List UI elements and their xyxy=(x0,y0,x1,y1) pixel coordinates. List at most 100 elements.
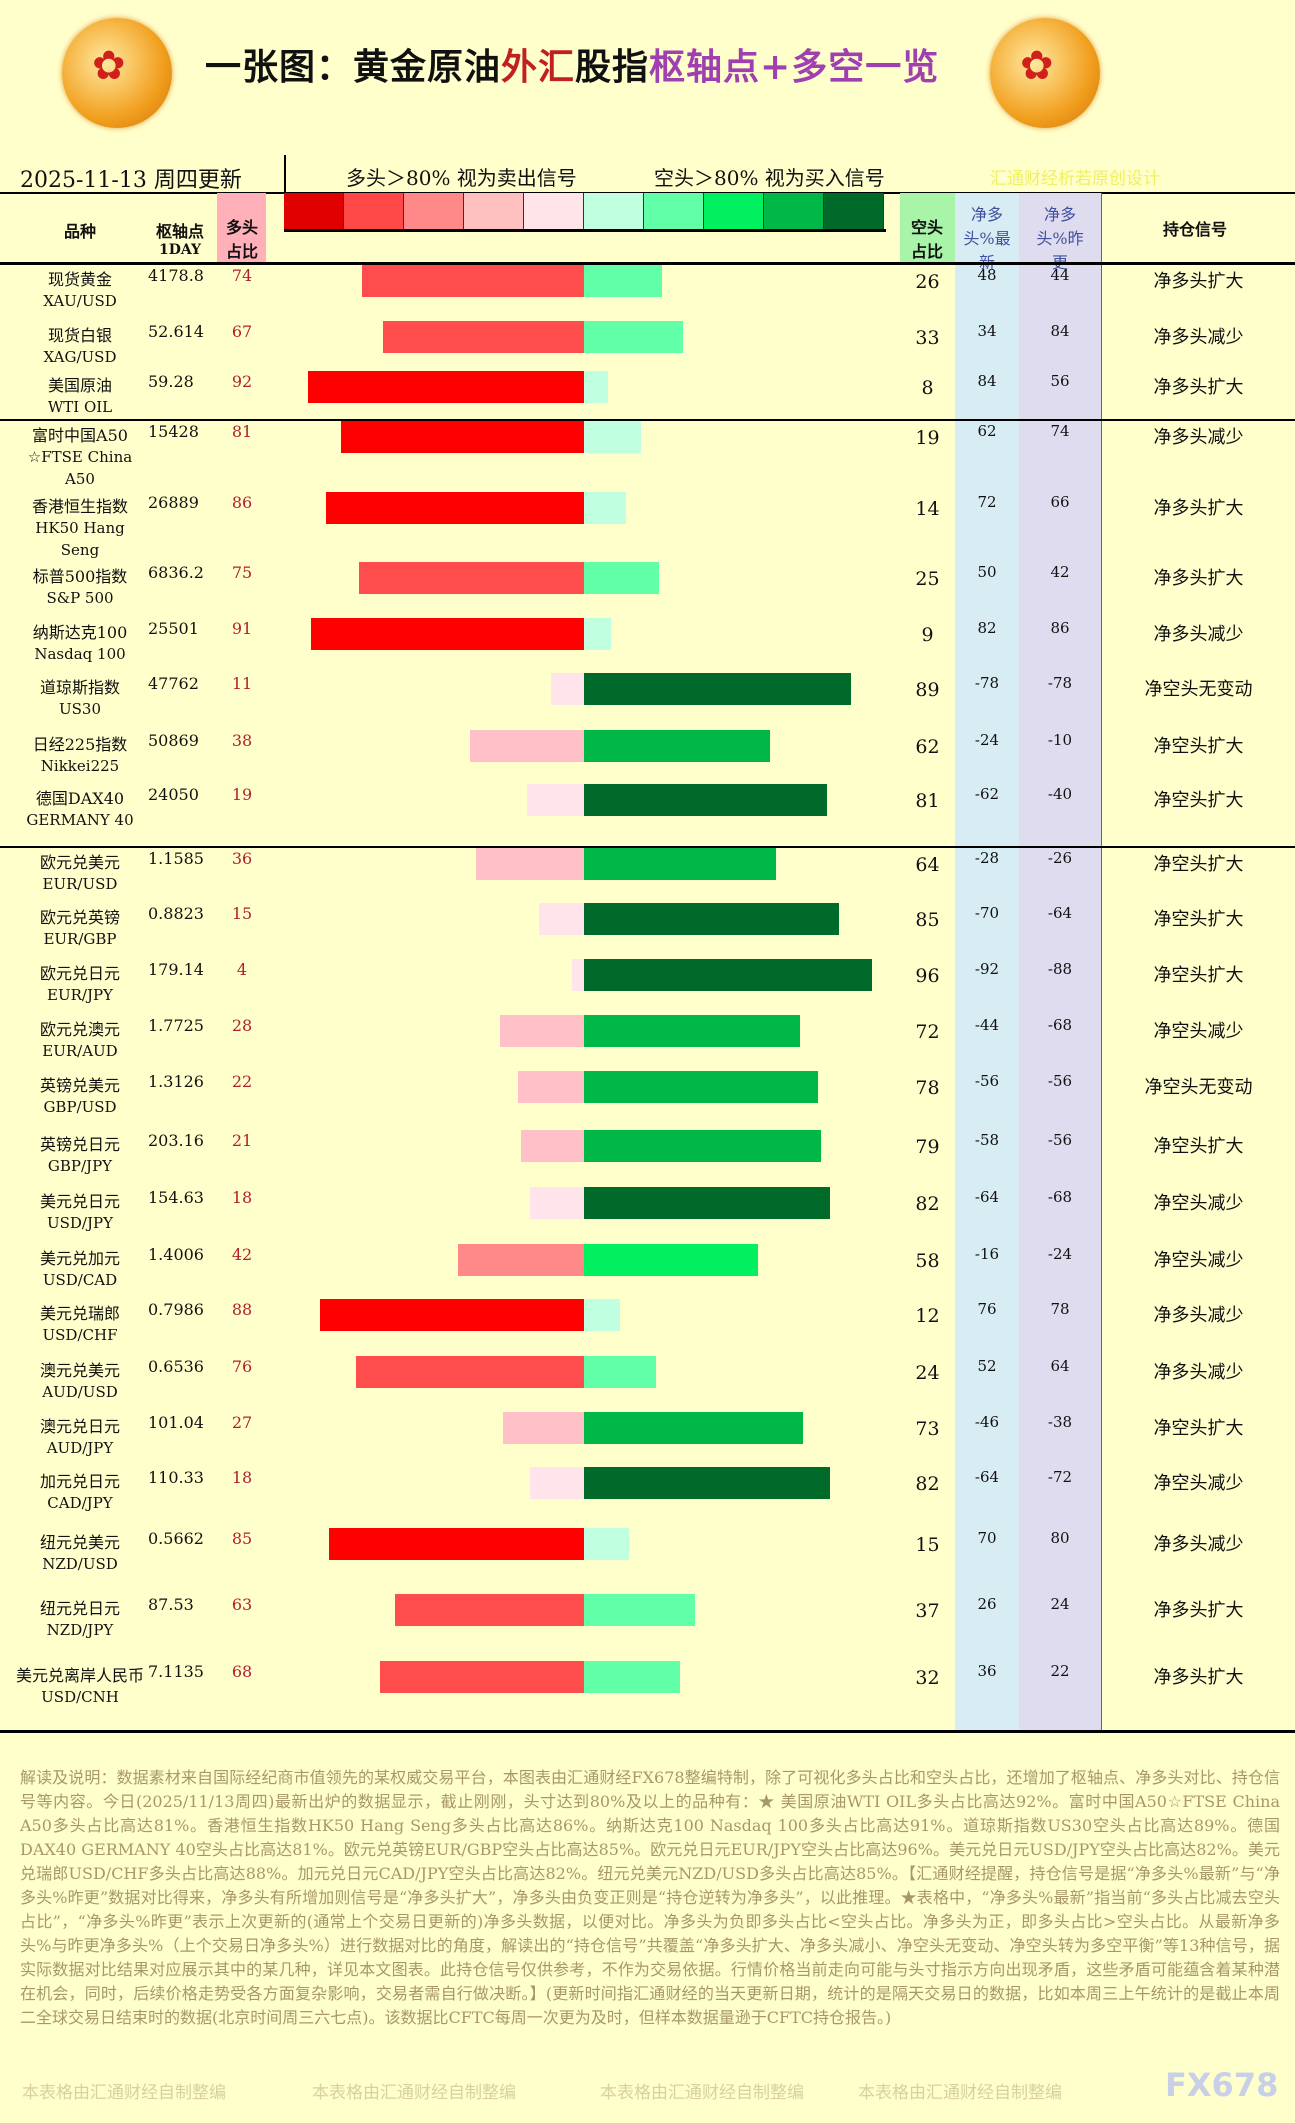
long-ratio: 67 xyxy=(231,322,253,341)
short-ratio: 33 xyxy=(915,327,940,349)
long-bar xyxy=(470,730,584,762)
col-divider xyxy=(1101,193,1102,1731)
pivot-value: 1.4006 xyxy=(148,1245,204,1264)
pivot-value: 24050 xyxy=(148,785,199,804)
net-long-latest: -46 xyxy=(974,1413,1000,1431)
short-bar xyxy=(584,1412,803,1444)
pivot-value: 0.6536 xyxy=(148,1357,204,1376)
short-bar xyxy=(584,371,608,403)
long-ratio: 18 xyxy=(231,1188,253,1207)
long-bar xyxy=(551,673,584,705)
position-signal: 净多头扩大 xyxy=(1153,568,1244,589)
position-signal: 净空头扩大 xyxy=(1153,854,1244,875)
net-long-latest: -16 xyxy=(974,1245,1000,1263)
instrument-name: 纽元兑日元 xyxy=(39,1599,120,1618)
instrument-code: USD/JPY xyxy=(46,1214,113,1232)
footer-explanation: 解读及说明：数据素材来自国际经纪商市值领先的某权威交易平台，本图表由汇通财经FX… xyxy=(20,1768,1280,2027)
long-ratio: 92 xyxy=(231,372,253,391)
position-signal: 净空头无变动 xyxy=(1144,1077,1253,1098)
position-signal: 净多头扩大 xyxy=(1153,1667,1244,1688)
pivot-value: 1.3126 xyxy=(148,1072,204,1091)
net-long-previous: 42 xyxy=(1050,563,1070,581)
logo-left: ✿ xyxy=(62,18,172,128)
net-long-previous: 24 xyxy=(1050,1595,1070,1613)
long-bar xyxy=(329,1528,584,1560)
position-signal: 净空头扩大 xyxy=(1153,1418,1244,1439)
instrument-code: EUR/JPY xyxy=(47,986,113,1004)
long-ratio: 22 xyxy=(231,1072,253,1091)
col-header-net-prev: 净多头%昨更 xyxy=(1036,205,1084,272)
long-bar xyxy=(362,265,584,297)
instrument-code: Nasdaq 100 xyxy=(34,645,126,663)
group-separator xyxy=(0,419,1295,421)
watermark: 本表格由汇通财经自制整编 xyxy=(858,2083,1062,2103)
long-bar xyxy=(530,1187,584,1219)
instrument-name: 美元兑加元 xyxy=(39,1249,120,1268)
long-ratio: 86 xyxy=(231,493,253,512)
pivot-value: 25501 xyxy=(148,619,199,638)
long-ratio: 28 xyxy=(231,1016,253,1035)
long-ratio: 91 xyxy=(231,619,253,638)
net-long-latest: 72 xyxy=(977,493,997,511)
instrument-code: XAU/USD xyxy=(43,292,117,310)
net-long-previous: 64 xyxy=(1050,1357,1070,1375)
long-note: 多头＞80% 视为卖出信号 xyxy=(346,166,577,190)
short-ratio: 15 xyxy=(915,1534,940,1556)
pivot-value: 26889 xyxy=(148,493,199,512)
net-long-previous: -10 xyxy=(1047,731,1073,749)
net-long-latest: 34 xyxy=(977,322,997,340)
net-long-latest: 84 xyxy=(977,372,997,390)
position-signal: 净空头扩大 xyxy=(1153,736,1244,757)
instrument-name: 英镑兑美元 xyxy=(39,1076,120,1095)
instrument-code: EUR/AUD xyxy=(42,1042,118,1060)
pivot-value: 7.1135 xyxy=(148,1662,204,1681)
short-ratio: 58 xyxy=(915,1250,940,1272)
net-long-previous: -72 xyxy=(1047,1468,1073,1486)
instrument-name: 富时中国A50 xyxy=(32,426,128,445)
instrument-code: NZD/USD xyxy=(42,1555,118,1573)
long-bar xyxy=(380,1661,584,1693)
short-note: 空头＞80% 视为买入信号 xyxy=(654,166,885,190)
net-long-latest: -62 xyxy=(974,785,1000,803)
long-ratio: 68 xyxy=(231,1662,253,1681)
long-ratio: 19 xyxy=(231,785,253,804)
short-bar xyxy=(584,959,872,991)
short-bar xyxy=(584,848,776,880)
short-bar xyxy=(584,1299,620,1331)
short-bar xyxy=(584,1187,830,1219)
instrument-code: US30 xyxy=(58,700,101,718)
net-long-previous: -56 xyxy=(1047,1131,1073,1149)
long-ratio: 11 xyxy=(231,674,253,693)
long-ratio: 76 xyxy=(231,1357,253,1376)
legend-underline xyxy=(284,229,886,232)
instrument-name: 纳斯达克100 xyxy=(32,623,128,642)
short-ratio: 79 xyxy=(915,1136,940,1158)
short-bar xyxy=(584,1244,758,1276)
long-bar xyxy=(572,959,584,991)
short-ratio: 37 xyxy=(915,1600,940,1622)
net-long-latest: 76 xyxy=(977,1300,997,1318)
instrument-code: USD/CHF xyxy=(42,1326,118,1344)
instrument-name: 加元兑日元 xyxy=(39,1472,120,1491)
net-long-previous: -38 xyxy=(1047,1413,1073,1431)
long-bar xyxy=(308,371,584,403)
position-signal: 净空头无变动 xyxy=(1144,679,1253,700)
short-bar xyxy=(584,618,611,650)
group-separator xyxy=(0,846,1295,848)
position-signal: 净空头扩大 xyxy=(1153,909,1244,930)
net-long-latest: -78 xyxy=(974,674,1000,692)
short-ratio: 62 xyxy=(915,736,940,758)
page-title: 一张图：黄金原油外汇股指枢轴点+多空一览 xyxy=(205,46,940,88)
logo-right: ✿ xyxy=(990,18,1100,128)
net-long-previous: 84 xyxy=(1050,322,1070,340)
pivot-value: 1.1585 xyxy=(148,849,204,868)
instrument-code: CAD/JPY xyxy=(47,1494,113,1512)
long-bar xyxy=(320,1299,584,1331)
instrument-code: EUR/USD xyxy=(42,875,118,893)
net-long-previous: 80 xyxy=(1050,1529,1070,1547)
net-long-previous: 66 xyxy=(1050,493,1070,511)
net-long-previous: 74 xyxy=(1050,422,1070,440)
header-bottom-line xyxy=(0,262,1295,265)
watermark: 本表格由汇通财经自制整编 xyxy=(22,2083,226,2103)
divider xyxy=(284,155,286,193)
